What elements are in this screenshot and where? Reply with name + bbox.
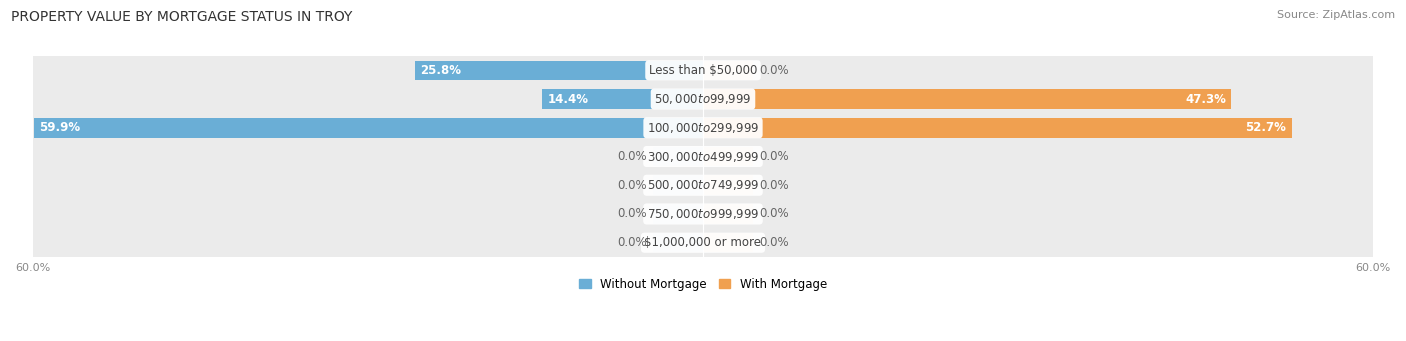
Bar xyxy=(32,199,1374,228)
Text: 0.0%: 0.0% xyxy=(617,207,647,221)
Bar xyxy=(703,60,754,80)
Bar xyxy=(652,176,703,195)
Text: PROPERTY VALUE BY MORTGAGE STATUS IN TROY: PROPERTY VALUE BY MORTGAGE STATUS IN TRO… xyxy=(11,10,353,24)
Bar xyxy=(703,147,754,166)
Text: $300,000 to $499,999: $300,000 to $499,999 xyxy=(647,149,759,163)
Bar xyxy=(703,118,1292,137)
Bar xyxy=(703,233,754,252)
Bar xyxy=(34,118,703,137)
Bar xyxy=(32,56,1374,85)
Text: 0.0%: 0.0% xyxy=(617,179,647,192)
Text: 52.7%: 52.7% xyxy=(1246,121,1286,134)
Legend: Without Mortgage, With Mortgage: Without Mortgage, With Mortgage xyxy=(574,273,832,295)
Bar xyxy=(32,171,1374,199)
Text: Source: ZipAtlas.com: Source: ZipAtlas.com xyxy=(1277,10,1395,20)
Text: $500,000 to $749,999: $500,000 to $749,999 xyxy=(647,178,759,192)
Text: 59.9%: 59.9% xyxy=(39,121,80,134)
Text: Less than $50,000: Less than $50,000 xyxy=(648,64,758,77)
Text: 25.8%: 25.8% xyxy=(420,64,461,77)
Text: $750,000 to $999,999: $750,000 to $999,999 xyxy=(647,207,759,221)
Bar xyxy=(703,176,754,195)
Bar xyxy=(543,89,703,109)
Text: 0.0%: 0.0% xyxy=(617,236,647,249)
Text: 0.0%: 0.0% xyxy=(759,179,789,192)
Text: 0.0%: 0.0% xyxy=(759,64,789,77)
Text: 0.0%: 0.0% xyxy=(617,150,647,163)
Bar xyxy=(32,114,1374,142)
Text: $100,000 to $299,999: $100,000 to $299,999 xyxy=(647,121,759,135)
Text: 0.0%: 0.0% xyxy=(759,150,789,163)
Text: 0.0%: 0.0% xyxy=(759,207,789,221)
Text: $50,000 to $99,999: $50,000 to $99,999 xyxy=(654,92,752,106)
Bar xyxy=(652,147,703,166)
Bar xyxy=(32,142,1374,171)
Text: $1,000,000 or more: $1,000,000 or more xyxy=(644,236,762,249)
Text: 0.0%: 0.0% xyxy=(759,236,789,249)
Text: 14.4%: 14.4% xyxy=(548,92,589,105)
Bar xyxy=(652,233,703,252)
Bar xyxy=(703,89,1232,109)
Bar xyxy=(703,204,754,224)
Bar xyxy=(652,204,703,224)
Bar xyxy=(32,85,1374,114)
Text: 47.3%: 47.3% xyxy=(1185,92,1226,105)
Bar xyxy=(32,228,1374,257)
Bar xyxy=(415,60,703,80)
